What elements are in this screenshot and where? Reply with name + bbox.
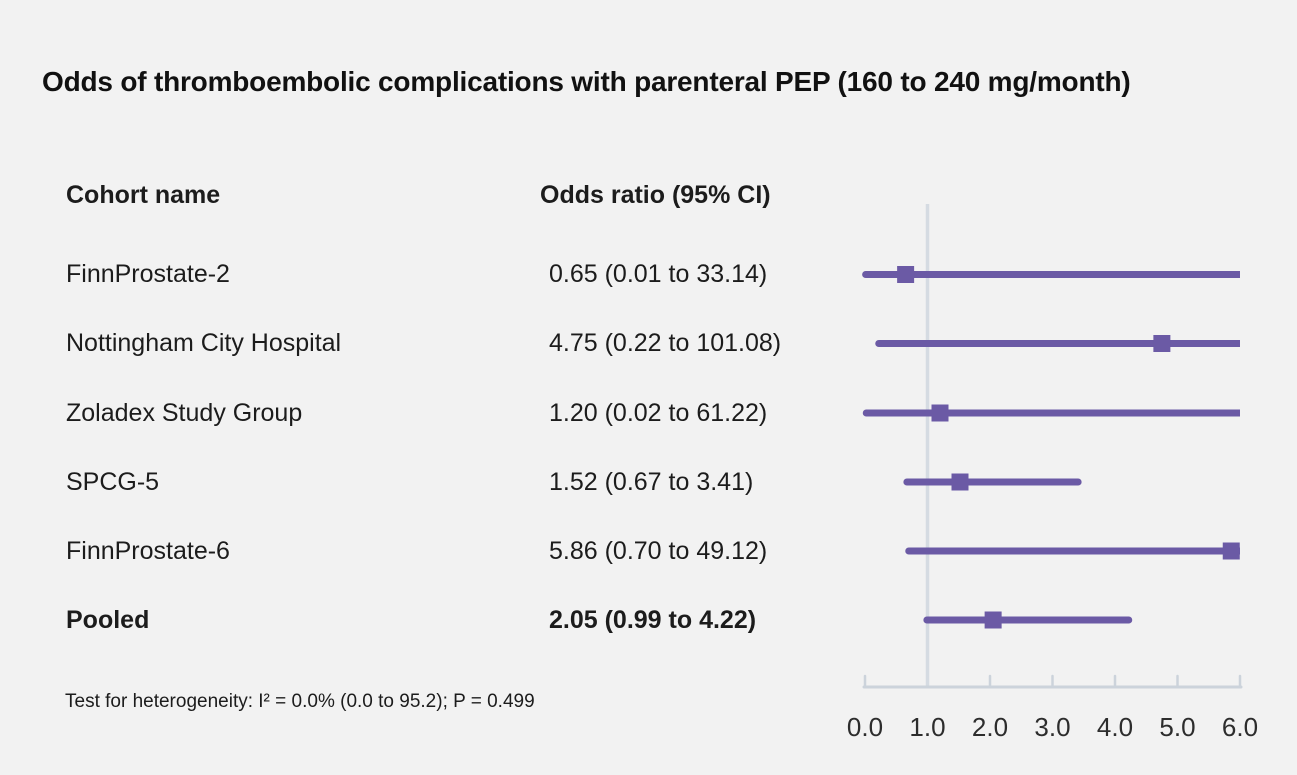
ci-cap-low: [903, 478, 911, 486]
ci-cap-high: [1125, 616, 1133, 624]
x-tick-label: 2.0: [972, 712, 1008, 742]
x-tick-label: 1.0: [909, 712, 945, 742]
column-header-odds-ratio: Odds ratio (95% CI): [540, 181, 771, 209]
heterogeneity-footnote: Test for heterogeneity: I² = 0.0% (0.0 t…: [65, 691, 535, 712]
column-header-cohort: Cohort name: [66, 181, 221, 209]
cohort-name-pooled: Pooled: [66, 606, 150, 634]
cohort-name: SPCG-5: [66, 468, 160, 496]
ci-cap-high: [1074, 478, 1082, 486]
estimate-marker: [931, 404, 949, 422]
pooled-estimate-marker: [984, 611, 1002, 629]
odds-ratio-value-pooled: 2.05 (0.99 to 4.22): [549, 606, 757, 634]
cohort-name: Zoladex Study Group: [66, 399, 303, 427]
x-tick-label: 0.0: [847, 712, 883, 742]
x-tick-label: 4.0: [1097, 712, 1133, 742]
chart-title: Odds of thromboembolic complications wit…: [42, 66, 1131, 97]
ci-cap-low: [905, 547, 913, 555]
odds-ratio-value: 1.52 (0.67 to 3.41): [549, 468, 754, 496]
odds-ratio-value: 5.86 (0.70 to 49.12): [549, 537, 768, 565]
cohort-name: FinnProstate-2: [66, 260, 230, 288]
estimate-marker: [897, 266, 915, 283]
ci-cap-low: [862, 409, 870, 417]
estimate-marker: [1153, 335, 1171, 352]
ci-cap-low: [923, 616, 931, 624]
odds-ratio-value: 4.75 (0.22 to 101.08): [549, 329, 782, 357]
x-tick-label: 3.0: [1034, 712, 1070, 742]
estimate-marker: [951, 473, 969, 491]
x-tick-label: 6.0: [1222, 712, 1258, 742]
cohort-name: Nottingham City Hospital: [66, 329, 342, 357]
ci-cap-low: [862, 271, 870, 278]
x-tick-label: 5.0: [1159, 712, 1195, 742]
cohort-name: FinnProstate-6: [66, 537, 230, 565]
odds-ratio-value: 0.65 (0.01 to 33.14): [549, 260, 768, 288]
ci-cap-low: [875, 340, 883, 347]
odds-ratio-value: 1.20 (0.02 to 61.22): [549, 399, 768, 427]
estimate-marker: [1222, 542, 1240, 560]
